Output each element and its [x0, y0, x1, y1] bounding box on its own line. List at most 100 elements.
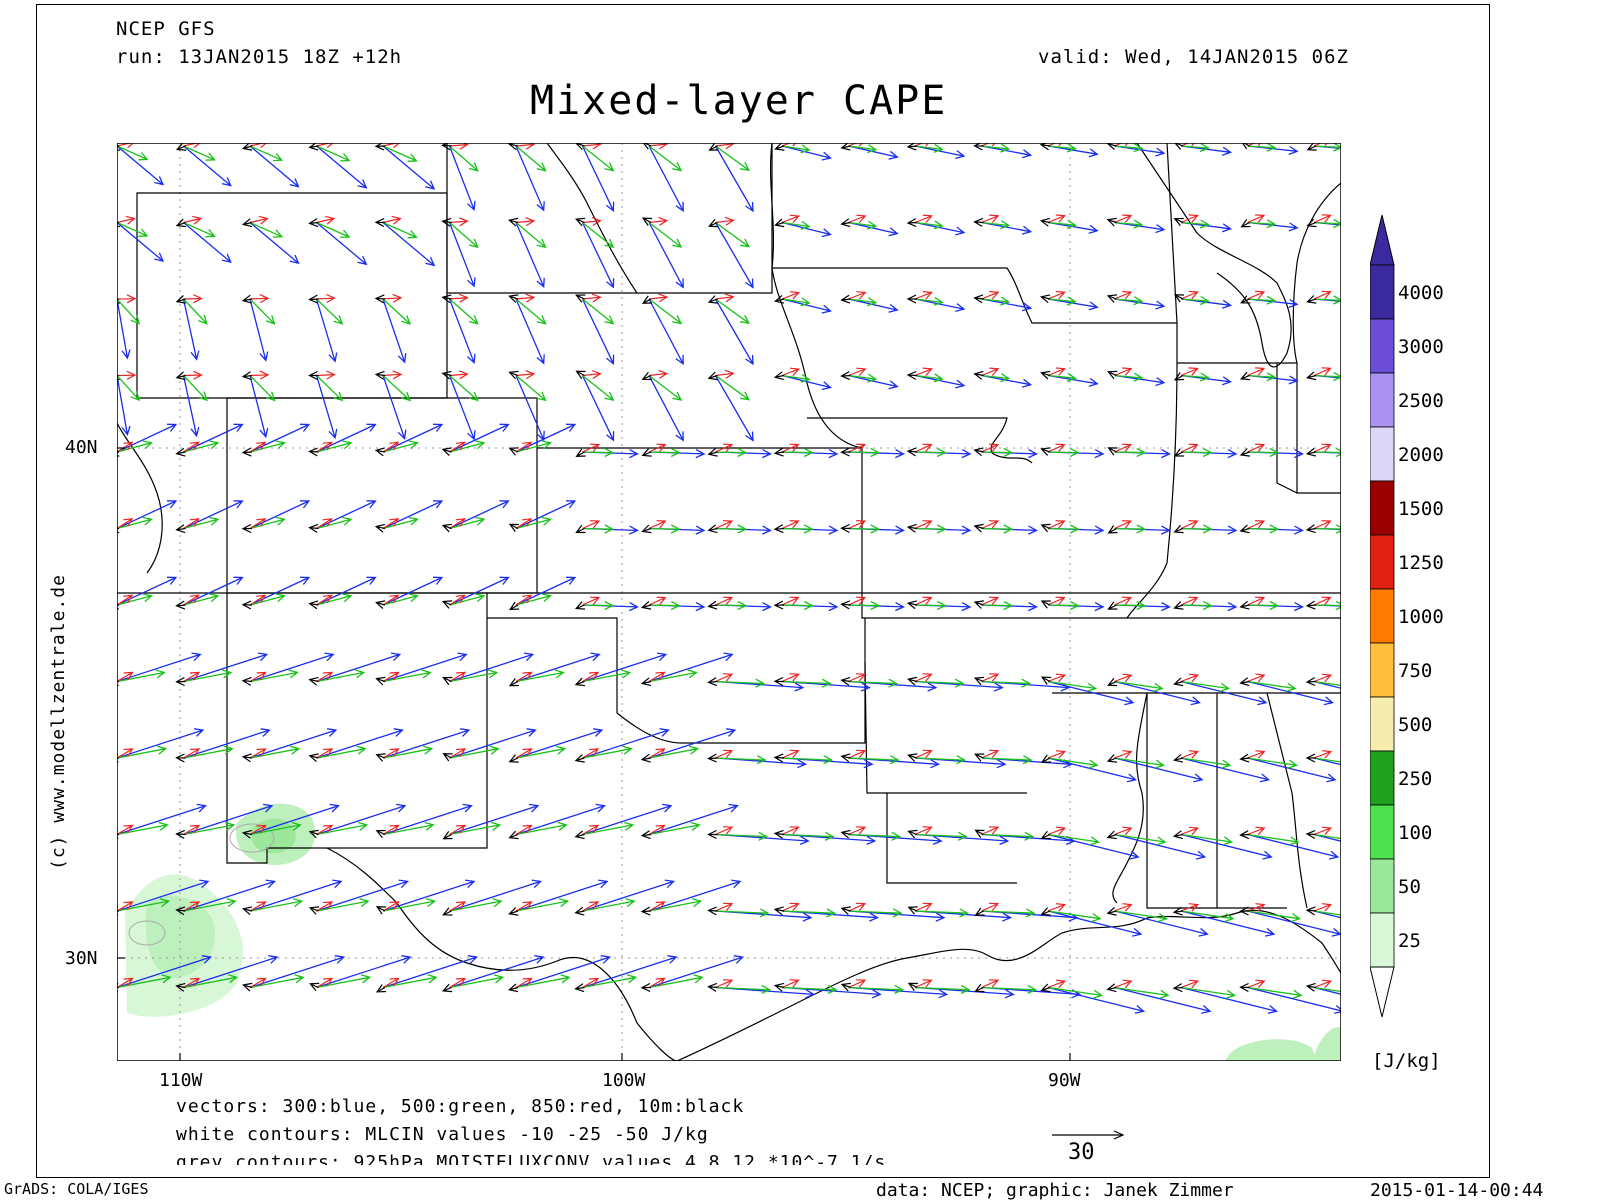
- colorbar-level-label: 1000: [1398, 606, 1444, 628]
- wind-vector: [973, 676, 985, 686]
- wind-vector: [515, 370, 536, 380]
- wind-vector: [175, 218, 186, 228]
- wind-vector: [308, 906, 320, 915]
- wind-vector: [848, 908, 903, 918]
- wind-vector: [773, 600, 785, 610]
- wind-vector: [449, 898, 503, 912]
- wind-vector: [582, 596, 601, 606]
- wind-vector: [441, 370, 452, 380]
- wind-vector: [1040, 754, 1052, 763]
- wind-vector: [715, 908, 770, 918]
- wind-vector: [640, 982, 652, 993]
- wind-vector: [648, 222, 684, 289]
- wind-vector: [442, 831, 453, 840]
- wind-vector: [316, 669, 366, 683]
- wind-vector: [648, 898, 703, 912]
- wind-vector: [316, 974, 372, 989]
- wind-vector: [117, 423, 178, 453]
- footer-timestamp: 2015-01-14-00:44: [1370, 1180, 1544, 1201]
- wind-vector: [316, 440, 353, 453]
- colorbar-box: [1370, 750, 1395, 806]
- wind-vector: [449, 821, 502, 836]
- wind-vector: [981, 908, 1036, 918]
- wind-vector: [1180, 910, 1276, 937]
- wind-vector: [781, 520, 800, 530]
- wind-vector: [848, 447, 881, 458]
- wind-vector: [1247, 443, 1266, 453]
- wind-vector: [781, 443, 800, 453]
- wind-vector: [781, 524, 814, 534]
- wind-vector: [249, 879, 343, 912]
- wind-vector: [1247, 524, 1280, 534]
- wind-vector: [781, 214, 801, 224]
- wind-vector: [374, 217, 386, 228]
- wind-vector: [1306, 143, 1317, 151]
- wind-vector: [848, 297, 878, 307]
- wind-vector: [515, 518, 533, 530]
- wind-vector: [582, 728, 670, 759]
- lon-label-90w: 90W: [1048, 1070, 1081, 1091]
- wind-vector: [1114, 910, 1169, 923]
- wind-vector: [382, 652, 468, 683]
- wind-vector: [582, 974, 638, 989]
- colorbar-level-label: 750: [1398, 660, 1432, 682]
- wind-vector: [840, 143, 851, 151]
- wind-vector: [707, 982, 718, 992]
- wind-vector: [316, 898, 370, 912]
- wind-vector: [1047, 826, 1067, 836]
- colorbar-bottom-triangle: [1370, 966, 1395, 1018]
- wind-vector: [773, 524, 785, 534]
- wind-vector: [117, 222, 165, 263]
- wind-vector: [648, 901, 666, 912]
- wind-vector: [715, 600, 748, 611]
- wind-vector: [442, 907, 453, 916]
- wind-vector: [848, 298, 899, 313]
- wind-vector: [448, 375, 476, 441]
- wind-vector: [848, 520, 867, 530]
- wind-vector: [375, 906, 387, 915]
- wind-vector: [574, 677, 585, 687]
- wind-vector: [316, 728, 404, 759]
- wind-vector: [914, 220, 944, 230]
- wind-vector: [382, 375, 407, 440]
- wind-vector: [574, 906, 585, 916]
- wind-vector: [382, 298, 412, 325]
- wind-vector: [509, 601, 520, 611]
- wind-vector: [316, 824, 334, 836]
- wind-vector: [906, 523, 918, 533]
- wind-vector: [1180, 367, 1199, 377]
- wind-vector: [1114, 757, 1204, 783]
- wind-vector: [241, 829, 253, 839]
- wind-vector: [382, 441, 400, 453]
- wind-vector: [581, 145, 615, 213]
- wind-vector: [508, 523, 519, 532]
- wind-vector: [316, 671, 334, 683]
- wind-vector: [848, 755, 900, 765]
- wind-vector: [316, 576, 377, 606]
- wind-vector: [1107, 447, 1118, 456]
- wind-vector: [707, 295, 719, 304]
- wind-vector: [1106, 294, 1118, 303]
- wind-vector: [582, 216, 602, 227]
- wind-vector: [1180, 443, 1199, 453]
- wind-vector: [715, 826, 734, 836]
- wind-vector: [308, 829, 319, 839]
- wind-vector: [1247, 910, 1302, 923]
- wind-vector: [382, 898, 437, 912]
- wind-vector: [1313, 443, 1332, 453]
- wind-vector: [316, 594, 333, 606]
- wind-vector: [1106, 754, 1118, 763]
- wind-vector: [981, 673, 1000, 683]
- wind-vector: [183, 821, 236, 836]
- wind-vector: [382, 821, 435, 836]
- wind-vector: [1114, 903, 1133, 912]
- colorbar-box: [1370, 534, 1395, 590]
- legend-grey-contours: grey contours: 925hPa MOISTFLUXCONV valu…: [176, 1152, 887, 1165]
- wind-vector: [249, 375, 276, 402]
- legend-vectors: vectors: 300:blue, 500:green, 850:red, 1…: [176, 1096, 745, 1117]
- wind-vector: [515, 298, 547, 325]
- wind-vector: [1107, 525, 1118, 534]
- wind-vector: [175, 143, 187, 151]
- wind-vector: [715, 979, 734, 989]
- wind-vector: [117, 441, 134, 453]
